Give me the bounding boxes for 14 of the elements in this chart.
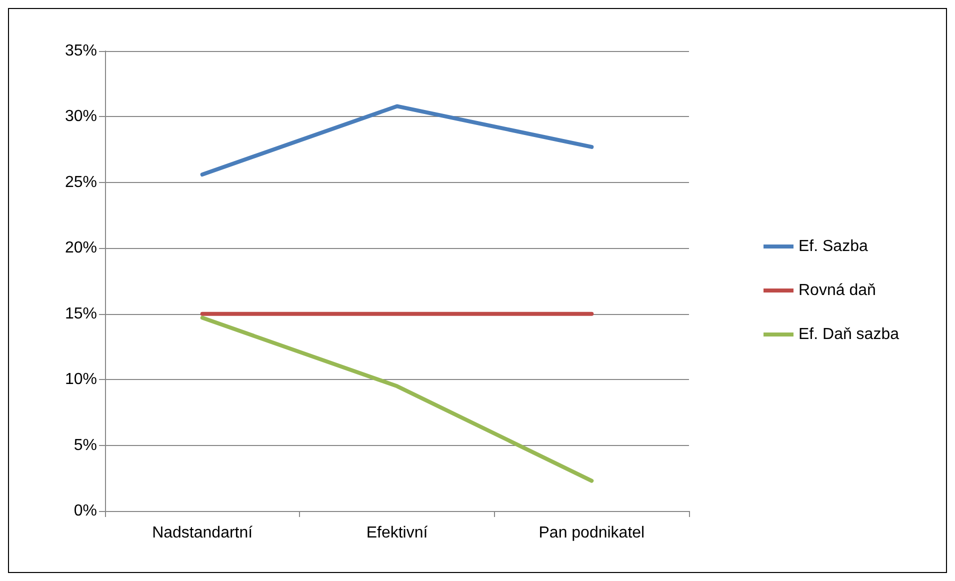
x-tick-label: Pan podnikatel [538, 524, 645, 542]
y-tick-label: 20% [64, 240, 97, 257]
legend-label: Rovná daň [798, 282, 876, 299]
y-tick-label: 10% [64, 371, 97, 388]
legend-label: Ef. Daň sazba [798, 326, 900, 343]
y-tick-label: 5% [74, 436, 97, 454]
y-tick-label: 15% [64, 305, 97, 322]
y-tick-label: 0% [74, 502, 97, 520]
y-tick-label: 35% [64, 42, 97, 60]
y-tick-label: 25% [64, 174, 97, 191]
legend-label: Ef. Sazba [798, 238, 868, 255]
x-tick-label: Nadstandartní [152, 524, 254, 542]
x-tick-label: Efektivní [366, 524, 428, 542]
y-tick-label: 30% [64, 108, 97, 126]
